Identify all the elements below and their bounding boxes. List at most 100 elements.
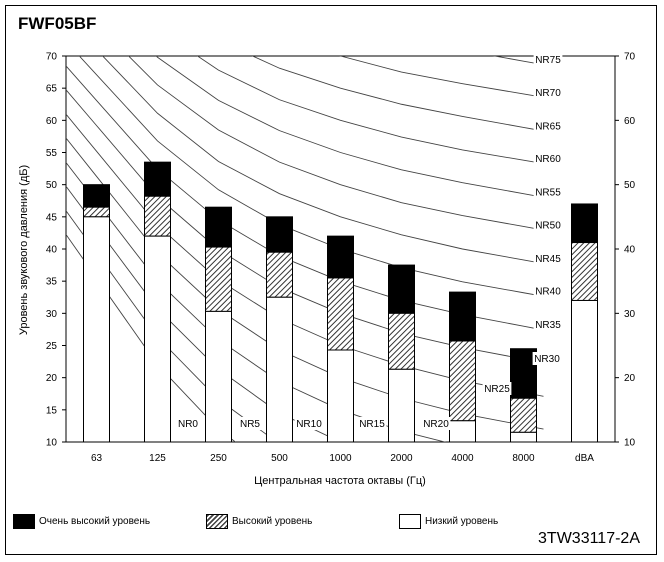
nr-curve-nr75: [492, 56, 544, 66]
y2-tick-label-20: 20: [624, 373, 636, 384]
y2-tick-label-70: 70: [624, 52, 636, 63]
figure-code: 3TW33117-2A: [538, 530, 640, 547]
y-tick-label-50: 50: [46, 180, 58, 191]
noise-chart: NR0 NR5 NR10 NR15 NR20 NR25 NR30 NR35 NR40 NR45 NR…: [18, 52, 636, 488]
x-tick-label-8000: 8000: [512, 453, 535, 464]
bar-high-125: [144, 195, 171, 237]
nr-label-nr15: NR15: [359, 419, 385, 430]
bar-very-high-63: [83, 184, 110, 208]
nr-label-nr65: NR65: [535, 121, 561, 132]
legend-label-high: Высокий уровень: [232, 515, 313, 527]
nr-label-bg-nr20: [421, 417, 451, 430]
bar-very-high-4000: [449, 291, 476, 342]
y-tick-label-25: 25: [46, 341, 58, 352]
y-axis-label: Уровень звукового давления (дБ): [18, 165, 30, 335]
bar-very-high-2000: [388, 264, 415, 314]
nr-label-bg-nr10: [294, 417, 324, 430]
bar-low-4000: [449, 420, 476, 443]
x-tick-label-4000: 4000: [451, 453, 474, 464]
nr-label-bg-nr65: [533, 119, 563, 133]
y-tick-label-20: 20: [46, 373, 58, 384]
x-tick-label-63: 63: [91, 453, 103, 464]
nr-curve-nr30: [66, 89, 544, 364]
nr-label-nr10: NR10: [296, 419, 322, 430]
bar-high-250: [205, 246, 232, 312]
x-tick-label-125: 125: [149, 453, 166, 464]
nr-label-bg-nr40: [533, 284, 563, 298]
nr-curve-nr40: [78, 56, 544, 297]
nr-label-nr55: NR55: [535, 188, 561, 199]
nr-curve-nr35: [66, 65, 544, 331]
nr-label-nr45: NR45: [535, 254, 561, 265]
bar-very-high-500: [266, 216, 293, 253]
y-tick-label-55: 55: [46, 148, 58, 159]
bar-very-high-dba: [571, 203, 598, 244]
nr-curve-nr65: [251, 56, 544, 132]
nr-label-bg-nr0: [176, 417, 200, 430]
nr-curve-nr55: [155, 56, 544, 198]
y-tick-label-40: 40: [46, 245, 58, 256]
nr-curve-nr15: [66, 162, 447, 442]
y-tick-label-45: 45: [46, 212, 58, 223]
nr-curve-nr20: [66, 137, 544, 430]
bar-low-8000: [510, 431, 537, 443]
nr-label-nr25: NR25: [484, 384, 510, 395]
y-tick-label-30: 30: [46, 309, 58, 320]
nr-label-bg-nr15: [357, 417, 387, 430]
bar-high-63: [83, 206, 110, 218]
bar-low-dba: [571, 299, 598, 443]
nr-label-bg-nr70: [533, 85, 563, 99]
bar-very-high-1000: [327, 235, 354, 279]
nr-label-bg-nr5: [238, 417, 262, 430]
legend-label-low: Низкий уровень: [425, 515, 499, 527]
y2-tick-label-10: 10: [624, 438, 636, 449]
nr-label-bg-nr45: [533, 251, 563, 265]
nr-label-bg-nr60: [533, 152, 563, 166]
nr-curve-nr60: [196, 56, 544, 165]
bar-high-4000: [449, 340, 476, 422]
nr-curve-nr0: [66, 234, 237, 442]
legend-high: Высокий уровень: [206, 512, 312, 530]
nr-label-nr5: NR5: [240, 419, 260, 430]
nr-curve-nr70: [339, 56, 544, 98]
legend-swatch-high: [206, 513, 228, 529]
x-axis-label: Центральная частота октавы (Гц): [254, 475, 426, 487]
nr-curve-nr50: [127, 56, 544, 231]
bar-low-63: [83, 216, 110, 443]
x-tick-label-1000: 1000: [329, 453, 352, 464]
bar-very-high-125: [144, 161, 171, 197]
nr-label-bg-nr25: [482, 382, 512, 395]
nr-label-bg-nr75: [533, 53, 563, 67]
nr-label-bg-nr55: [533, 185, 563, 199]
y2-tick-label-60: 60: [624, 116, 636, 127]
legend-very-high: Очень высокий уровень: [13, 512, 150, 530]
y2-tick-label-50: 50: [624, 180, 636, 191]
nr-label-nr20: NR20: [423, 419, 449, 430]
nr-label-bg-nr30: [532, 352, 562, 365]
y2-tick-label-40: 40: [624, 245, 636, 256]
y-tick-label-35: 35: [46, 277, 58, 288]
y-tick-label-15: 15: [46, 405, 58, 416]
y-tick-label-10: 10: [46, 438, 58, 449]
chart-title: FWF05BF: [18, 14, 97, 33]
bar-high-500: [266, 251, 293, 298]
bar-low-250: [205, 310, 232, 443]
legend-low: Низкий уровень: [399, 512, 498, 530]
nr-label-nr40: NR40: [535, 287, 561, 298]
nr-label-nr70: NR70: [535, 88, 561, 99]
x-tick-label-250: 250: [210, 453, 227, 464]
bar-low-500: [266, 296, 293, 443]
nr-curve-nr45: [102, 56, 544, 264]
nr-curve-nr5: [66, 210, 278, 442]
bar-low-2000: [388, 368, 415, 443]
legend-label-very-high: Очень высокий уровень: [39, 515, 151, 527]
bar-high-8000: [510, 397, 537, 433]
bar-very-high-8000: [510, 348, 537, 399]
bar-low-1000: [327, 349, 354, 443]
nr-label-nr30: NR30: [534, 354, 560, 365]
y2-tick-label-30: 30: [624, 309, 636, 320]
nr-label-nr75: NR75: [535, 55, 561, 66]
x-tick-label-2000: 2000: [390, 453, 413, 464]
nr-label-bg-nr50: [533, 218, 563, 232]
y-tick-label-60: 60: [46, 116, 58, 127]
